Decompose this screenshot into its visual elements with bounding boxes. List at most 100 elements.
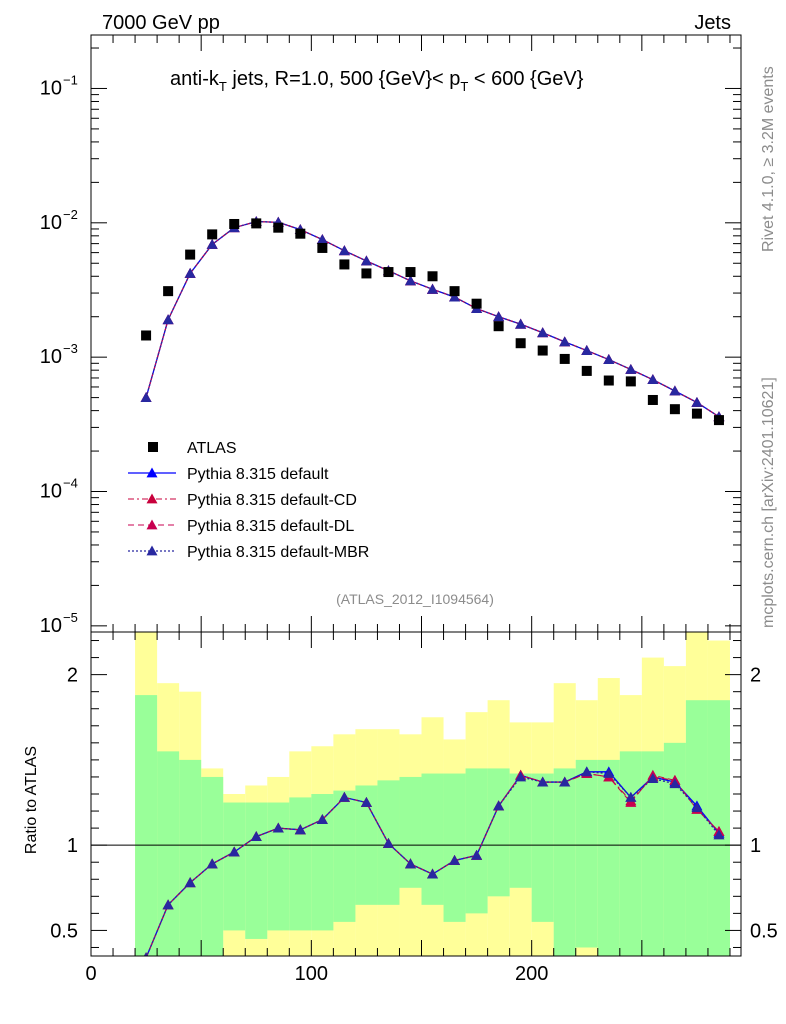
atlas-point [185,249,196,260]
inner-band-bin [223,802,246,931]
y-tick-exponent: −2 [63,207,78,222]
y-tick-label: 10 [40,77,62,99]
upper-panel [91,35,741,632]
ratio-3-marker [294,824,306,835]
series-3-marker [206,238,218,249]
ratio-3-marker [316,814,328,824]
atlas-point [339,259,350,270]
series-3-marker [404,275,416,286]
series-3-marker [515,318,527,329]
inner-band-bin [333,790,356,922]
ratio-2-marker [625,797,637,807]
inner-band-bin [619,751,642,956]
ratio-3-marker [669,778,681,789]
inner-band-bin [465,768,488,914]
series-3-marker [625,363,637,374]
data-points [141,218,724,426]
atlas-point [669,404,680,415]
y-tick-exponent: −4 [63,476,78,491]
atlas-point [229,218,240,229]
legend-atlas-marker [148,442,158,452]
energy-label: 7000 GeV pp [102,12,220,34]
series-3-marker [603,354,615,364]
atlas-point [581,365,592,376]
atlas-point [471,298,482,309]
ratio-3-marker [515,771,527,782]
series-3-marker [316,234,328,244]
legend-marker-0 [146,467,158,478]
atlas-point [559,353,570,364]
ratio-line-3 [146,771,720,956]
mcplots-label: mcplots.cern.ch [arXiv:2401.10621] [760,377,777,628]
analysis-tag: (ATLAS_2012_I1094564) [336,591,494,607]
series-3-marker [427,283,439,294]
series-3-marker [184,267,196,278]
atlas-point [273,222,284,233]
inner-band-bin [157,751,180,956]
ratio-3-marker [427,868,439,879]
atlas-point [207,229,218,240]
atlas-point [361,268,372,279]
atlas-point [383,267,394,278]
atlas-point [251,218,262,229]
series-3-marker [449,291,461,302]
ratio-3-marker [493,800,505,811]
title-part-b: jets, R=1.0, 500 {GeV}< p [227,68,461,90]
atlas-point [295,228,306,239]
y-tick-exponent: −1 [63,72,78,87]
atlas-point [603,375,614,386]
ratio-y-tick-label-left: 2 [67,665,78,687]
inner-band-bin [597,759,620,956]
atlas-point [515,338,526,349]
inner-band-bin [575,759,598,948]
y-tick-label: 10 [40,212,62,234]
legend-marker-3 [146,545,158,556]
series-3-marker [360,255,372,266]
uncertainty-bands [91,632,741,956]
y-tick-exponent: −5 [63,610,78,625]
inner-band-bin [663,742,686,956]
inner-band-bin [421,773,444,905]
ratio-3-marker [228,846,240,857]
atlas-point [647,394,658,405]
legend-label-3: Pythia 8.315 default-MBR [187,544,369,561]
atlas-point [405,267,416,278]
inner-band-bin [245,802,268,939]
inner-band-bin [135,695,158,956]
ratio-3-marker [713,829,725,840]
title-part-a: anti-k [170,68,220,90]
ratio-3-marker [250,831,262,842]
ratio-3-marker [143,952,149,956]
ratio-axis-label: Ratio to ATLAS [23,746,40,854]
legend-atlas-label: ATLAS [187,440,237,457]
y-tick-exponent: −3 [63,341,78,356]
process-label: Jets [694,12,731,34]
y-tick-label: 10 [40,346,62,368]
series-3-marker [647,374,659,385]
title-sub-b: T [460,79,468,94]
series-3-marker [581,345,593,355]
atlas-point [141,330,152,341]
ratio-3-marker [206,858,218,869]
plot-title: anti-kT jets, R=1.0, 500 {GeV}< pT < 600… [170,68,584,94]
ratio-3-marker [581,766,593,777]
inner-band-bin [399,776,422,888]
inner-band-bin [641,751,664,956]
ratio-3-marker [382,837,394,848]
upper-series [140,216,725,422]
x-tick-label: 200 [515,963,548,985]
atlas-point [427,271,438,282]
legend-label-1: Pythia 8.315 default-CD [187,492,357,509]
y-tick-label: 10 [40,481,62,503]
x-tick-label: 100 [295,963,328,985]
series-3-marker [162,314,174,325]
inner-band-bin [443,773,466,922]
ratio-3-marker [691,802,703,813]
ratio-3-marker [184,877,196,888]
series-3-marker [338,245,350,256]
series-3-marker [691,396,703,407]
legend-marker-2 [146,519,158,530]
atlas-point [493,321,504,332]
lower-axes: 0.5 0.5 1 1 2 2 0 100 200 [50,631,778,985]
